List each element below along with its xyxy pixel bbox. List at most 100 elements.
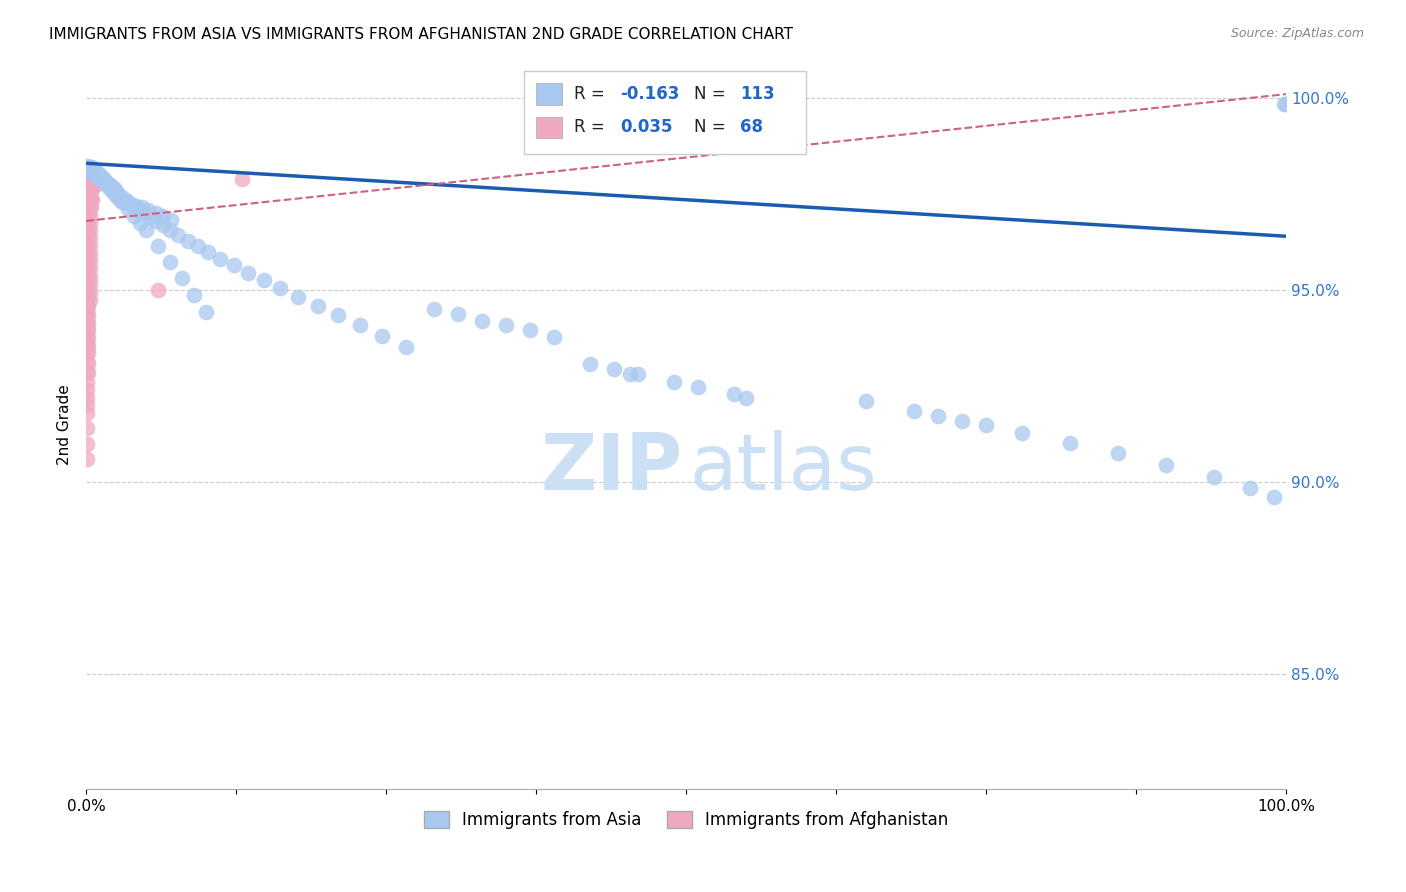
Point [77,356,100,370]
Point [105,184,128,198]
Point [76,344,98,359]
Point [97,180,120,194]
Point [79,162,101,177]
Text: 113: 113 [740,85,775,103]
Y-axis label: 2nd Grade: 2nd Grade [58,384,72,465]
Point [79,293,101,307]
Point [1059,435,1081,450]
Point [80,162,103,177]
Point [80,164,103,178]
Point [111,195,134,210]
Point [79,231,101,245]
Point [80,160,103,174]
Point [83,163,105,178]
Point [76,354,98,368]
Point [118,195,141,210]
Point [177,234,200,248]
Point [76,314,98,328]
Point [79,208,101,222]
Point [86,168,108,182]
Point [76,406,98,420]
Point [903,404,925,418]
Point [89,169,111,184]
Point [93,175,115,189]
Point [1263,490,1285,504]
Point [131,201,153,215]
Point [96,178,118,192]
Point [77,206,100,220]
Point [96,176,118,190]
Point [183,287,205,301]
Point [79,239,101,253]
Point [519,323,541,337]
Point [159,254,181,268]
Point [80,179,103,194]
Point [77,252,100,267]
Point [231,171,253,186]
Point [84,178,107,192]
Point [79,277,101,292]
Point [619,368,641,382]
Point [1154,458,1177,472]
Point [77,160,100,174]
Point [579,357,602,371]
Point [1239,481,1261,495]
Point [79,171,101,186]
Text: -0.163: -0.163 [620,85,679,103]
Point [80,163,103,178]
Point [77,161,100,175]
Point [125,198,148,212]
Text: atlas: atlas [689,430,877,506]
Point [77,236,100,251]
Point [950,413,973,427]
Point [83,164,105,178]
Point [77,229,100,244]
Point [76,398,98,412]
Point [287,290,309,304]
Point [76,383,98,397]
Point [97,178,120,192]
Point [79,189,101,203]
Point [122,209,145,223]
Point [1107,446,1129,460]
Point [77,346,100,360]
Point [146,239,169,253]
Point [1011,425,1033,440]
Point [145,214,167,228]
Point [76,298,98,312]
Point [76,375,98,389]
Point [77,186,100,201]
Point [471,314,494,328]
Point [100,179,122,194]
Point [197,245,219,260]
Point [87,168,110,182]
Point [77,323,100,337]
Point [80,201,103,215]
Point [114,194,136,209]
Point [77,291,100,305]
Point [927,409,949,423]
Point [84,166,107,180]
Point [1202,470,1225,484]
Point [423,302,446,317]
Point [76,391,98,405]
Point [82,165,104,179]
Point [77,366,100,380]
Point [735,391,758,405]
Point [89,171,111,186]
Point [253,273,276,287]
Point [84,164,107,178]
Point [76,436,98,450]
Point [101,184,124,198]
Point [79,160,101,174]
Point [117,202,139,217]
Point [105,190,128,204]
Point [495,318,517,333]
Point [104,186,127,201]
Point [77,339,100,353]
Point [80,191,103,205]
Point [77,268,100,282]
Point [627,367,650,381]
Point [82,169,104,184]
Point [128,202,150,217]
